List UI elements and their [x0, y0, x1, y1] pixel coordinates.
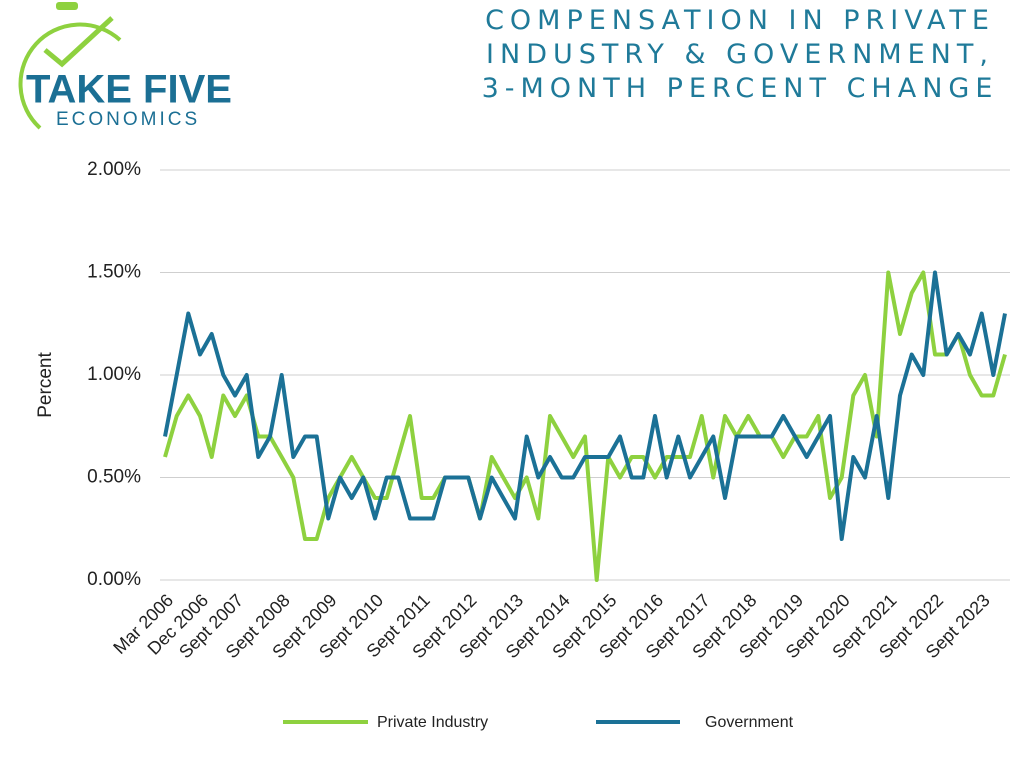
y-tick-label: 1.50%	[87, 262, 141, 283]
series-line	[163, 270, 1007, 541]
logo-stem	[56, 2, 78, 10]
y-axis-label: Percent	[35, 352, 56, 418]
legend-label: Government	[705, 714, 794, 731]
y-tick-label: 1.00%	[87, 364, 141, 385]
y-tick-label: 2.00%	[87, 159, 141, 180]
logo-subtitle: ECONOMICS	[56, 109, 200, 130]
logo-check	[43, 16, 114, 68]
logo: TAKE FIVE ECONOMICS	[18, 2, 232, 130]
y-tick-label: 0.00%	[87, 569, 141, 590]
y-tick-label: 0.50%	[87, 467, 141, 488]
logo-name: TAKE FIVE	[26, 68, 232, 112]
chart-title: COMPENSATION IN PRIVATE INDUSTRY & GOVER…	[481, 5, 999, 104]
logo-ring	[18, 22, 122, 130]
series-line	[163, 270, 1007, 582]
legend-label: Private Industry	[377, 714, 488, 731]
